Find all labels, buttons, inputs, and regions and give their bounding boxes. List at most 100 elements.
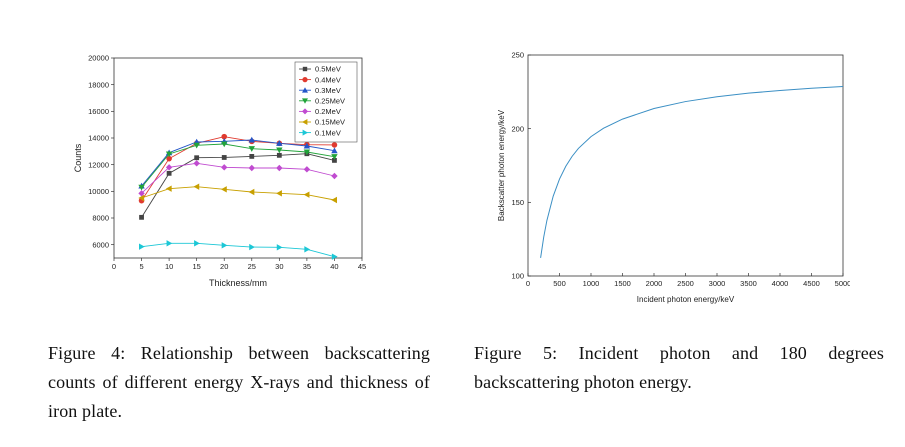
data-point <box>331 172 338 180</box>
data-point <box>193 142 200 149</box>
y-tick-label: 12000 <box>88 160 109 169</box>
x-tick-label: 2500 <box>677 279 694 288</box>
chart-5-svg: 0 500 1000 1500 2000 2500 3000 3500 4000 4500 5000… <box>497 51 851 304</box>
data-point <box>166 155 172 162</box>
x-tick-label: 1500 <box>614 279 631 288</box>
data-point <box>138 243 145 250</box>
data-point <box>193 183 200 190</box>
data-point <box>303 149 311 156</box>
y-tick-label: 150 <box>511 198 524 207</box>
data-point <box>193 160 200 167</box>
data-point <box>138 190 145 197</box>
x-tick-label: 40 <box>330 262 338 271</box>
data-point <box>166 170 172 176</box>
figure-4-caption: Figure 4: Relationship between backscatt… <box>48 343 430 421</box>
x-tick-label: 35 <box>303 262 311 271</box>
data-point <box>276 140 283 146</box>
series-0.3MeV <box>138 136 338 189</box>
data-point <box>248 164 255 172</box>
y-tick-label: 250 <box>511 51 524 60</box>
y-tick-label: 14000 <box>88 134 109 143</box>
data-point <box>221 133 228 140</box>
series-line-0.3MeV <box>141 139 335 187</box>
data-point <box>221 155 227 160</box>
data-point <box>221 164 228 171</box>
data-point <box>331 196 338 204</box>
figure-4-counts-vs-thickness-chart: 0 5 10 15 20 25 30 35 40 45 6000 8000 10000 12000 1400… <box>62 46 380 296</box>
data-point <box>276 190 282 197</box>
legend-marker <box>302 87 308 93</box>
data-point <box>165 151 173 158</box>
legend-marker <box>302 66 308 72</box>
series-0.5MeV <box>139 151 337 220</box>
data-point <box>221 141 228 148</box>
data-point <box>304 246 311 253</box>
y-axis-label: Counts <box>73 143 83 172</box>
series-line-0.25MeV <box>141 143 335 188</box>
legend-entry: 0.4MeV <box>315 75 341 84</box>
legend-marker <box>302 119 308 125</box>
data-point <box>138 184 145 191</box>
y-tick-label: 100 <box>511 272 524 281</box>
chart-4-plot-frame <box>113 57 363 259</box>
data-point <box>303 191 310 198</box>
backscatter-energy-curve <box>540 86 844 258</box>
data-point <box>139 214 144 220</box>
chart-5-plot-frame <box>527 54 844 277</box>
legend-entry: 0.15MeV <box>315 118 345 127</box>
y-tick-label: 18000 <box>88 80 109 89</box>
series-line-0.2MeV <box>141 162 335 194</box>
series-line-0.1MeV <box>141 242 335 258</box>
x-tick-label: 15 <box>192 262 200 271</box>
y-tick-label: 10000 <box>88 187 109 196</box>
legend-entry: 0.3MeV <box>315 86 341 95</box>
y-tick-label: 8000 <box>92 214 109 223</box>
figure-5-caption: Figure 5: Incident photon and 180 degree… <box>474 343 884 392</box>
data-point <box>276 244 283 251</box>
series-line-0.5MeV <box>141 153 335 218</box>
data-point <box>332 158 337 163</box>
x-tick-label: 5000 <box>835 279 850 288</box>
x-tick-label: 3000 <box>709 279 726 288</box>
legend-marker <box>302 77 308 83</box>
x-tick-label: 4500 <box>803 279 820 288</box>
x-tick-label: 45 <box>358 262 366 271</box>
data-point <box>221 186 227 193</box>
y-tick-label: 200 <box>511 124 524 133</box>
y-tick-label: 20000 <box>88 54 109 63</box>
x-axis-label: Incident photon energy/keV <box>637 295 735 304</box>
y-tick-label: 16000 <box>88 107 109 116</box>
chart-4-svg: 0 5 10 15 20 25 30 35 40 45 6000 8000 10000 12000 1400… <box>73 54 366 288</box>
legend-entry: 0.25MeV <box>315 97 345 106</box>
data-point <box>303 166 311 173</box>
x-tick-label: 2000 <box>646 279 663 288</box>
data-point <box>221 242 228 249</box>
x-tick-label: 20 <box>220 262 228 271</box>
data-point <box>276 152 282 158</box>
x-tick-label: 0 <box>112 262 116 271</box>
x-tick-label: 0 <box>526 279 530 288</box>
x-tick-label: 10 <box>165 262 173 271</box>
data-point <box>165 185 172 192</box>
x-tick-label: 25 <box>248 262 256 271</box>
series-line-0.15MeV <box>141 186 335 201</box>
legend-marker <box>302 98 308 104</box>
data-point <box>166 240 173 247</box>
data-point <box>303 142 311 149</box>
data-point <box>138 194 145 202</box>
x-tick-label: 30 <box>275 262 283 271</box>
x-tick-label: 500 <box>553 279 566 288</box>
data-point <box>331 253 338 260</box>
data-point <box>194 155 200 161</box>
data-point <box>331 154 338 160</box>
series-line-0.4MeV <box>141 136 335 201</box>
series-0.25MeV <box>138 141 338 191</box>
series-0.15MeV <box>138 183 338 204</box>
data-point <box>276 147 283 154</box>
x-tick-label: 5 <box>139 262 143 271</box>
x-tick-label: 3500 <box>740 279 757 288</box>
data-point <box>165 164 173 171</box>
y-tick-label: 6000 <box>92 240 109 249</box>
series-0.1MeV <box>138 240 338 260</box>
data-point <box>249 154 255 159</box>
